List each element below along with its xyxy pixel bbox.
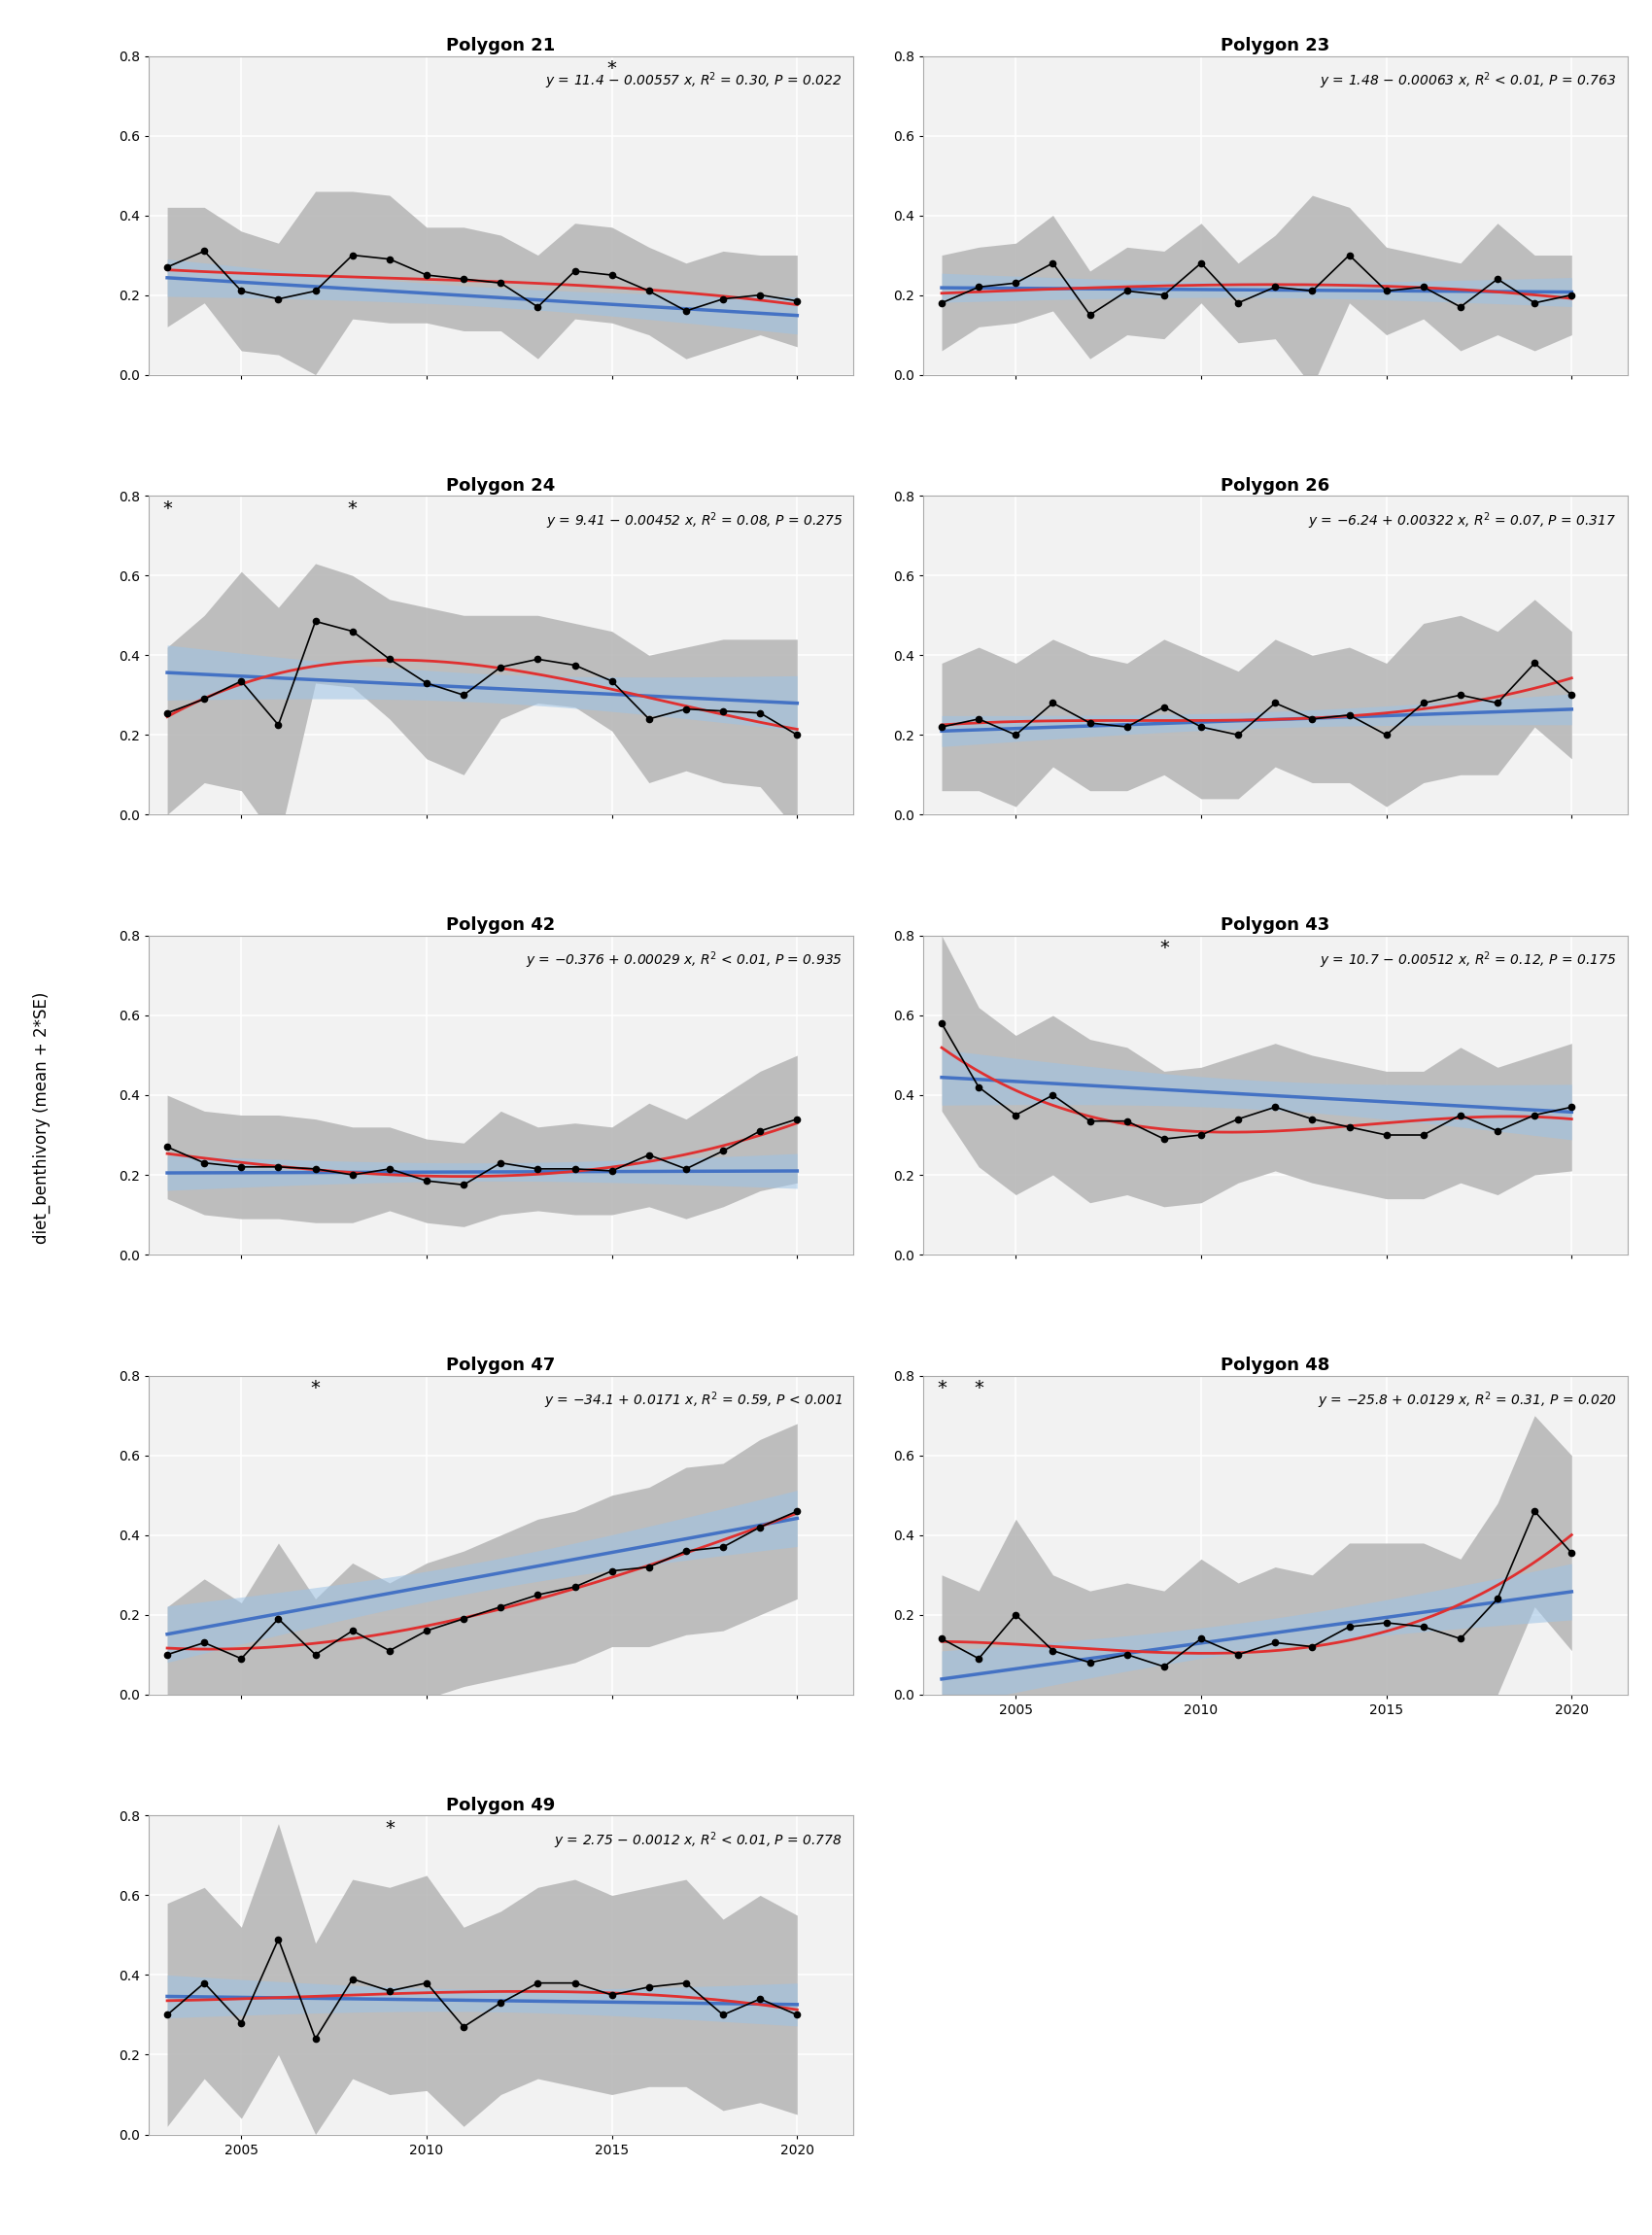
Text: *: * xyxy=(385,1819,395,1837)
Text: *: * xyxy=(347,498,357,519)
Text: y = 11.4 − 0.00557 x, R$^2$ = 0.30, P = 0.022: y = 11.4 − 0.00557 x, R$^2$ = 0.30, P = … xyxy=(545,69,843,92)
Title: Polygon 49: Polygon 49 xyxy=(446,1797,555,1815)
Text: *: * xyxy=(937,1379,947,1397)
Title: Polygon 26: Polygon 26 xyxy=(1221,476,1330,494)
Text: y = 9.41 − 0.00452 x, R$^2$ = 0.08, P = 0.275: y = 9.41 − 0.00452 x, R$^2$ = 0.08, P = … xyxy=(545,510,843,532)
Title: Polygon 21: Polygon 21 xyxy=(446,36,555,54)
Text: y = −6.24 + 0.00322 x, R$^2$ = 0.07, P = 0.317: y = −6.24 + 0.00322 x, R$^2$ = 0.07, P =… xyxy=(1308,510,1617,532)
Text: *: * xyxy=(975,1379,983,1397)
Text: y = 1.48 − 0.00063 x, R$^2$ < 0.01, P = 0.763: y = 1.48 − 0.00063 x, R$^2$ < 0.01, P = … xyxy=(1320,69,1617,92)
Text: y = −0.376 + 0.00029 x, R$^2$ < 0.01, P = 0.935: y = −0.376 + 0.00029 x, R$^2$ < 0.01, P … xyxy=(525,950,843,970)
Text: y = 10.7 − 0.00512 x, R$^2$ = 0.12, P = 0.175: y = 10.7 − 0.00512 x, R$^2$ = 0.12, P = … xyxy=(1320,950,1617,970)
Title: Polygon 47: Polygon 47 xyxy=(446,1357,555,1375)
Title: Polygon 24: Polygon 24 xyxy=(446,476,555,494)
Title: Polygon 42: Polygon 42 xyxy=(446,916,555,934)
Text: *: * xyxy=(311,1379,320,1397)
Title: Polygon 48: Polygon 48 xyxy=(1221,1357,1330,1375)
Title: Polygon 23: Polygon 23 xyxy=(1221,36,1330,54)
Text: *: * xyxy=(606,58,616,78)
Text: y = −25.8 + 0.0129 x, R$^2$ = 0.31, P = 0.020: y = −25.8 + 0.0129 x, R$^2$ = 0.31, P = … xyxy=(1317,1390,1617,1410)
Text: *: * xyxy=(1160,939,1170,957)
Text: diet_benthivory (mean + 2*SE): diet_benthivory (mean + 2*SE) xyxy=(33,992,50,1243)
Text: y = 2.75 − 0.0012 x, R$^2$ < 0.01, P = 0.778: y = 2.75 − 0.0012 x, R$^2$ < 0.01, P = 0… xyxy=(553,1830,843,1851)
Title: Polygon 43: Polygon 43 xyxy=(1221,916,1330,934)
Text: *: * xyxy=(162,498,172,519)
Text: y = −34.1 + 0.0171 x, R$^2$ = 0.59, P < 0.001: y = −34.1 + 0.0171 x, R$^2$ = 0.59, P < … xyxy=(544,1390,843,1410)
